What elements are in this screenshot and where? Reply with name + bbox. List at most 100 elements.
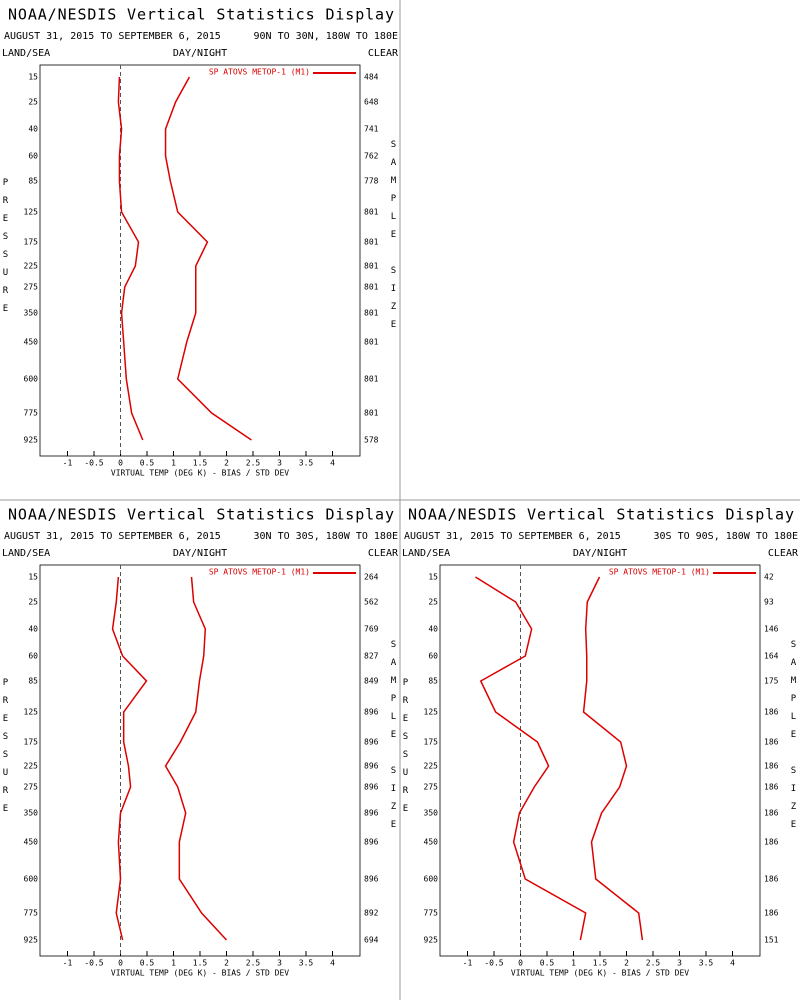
sample-size: 42 [764,573,774,582]
panel-title: NOAA/NESDIS Vertical Statistics Display [408,506,794,524]
panel: NOAA/NESDIS Vertical Statistics Display A… [1,506,399,978]
y-tick-label: 925 [424,936,439,945]
profile-line [111,576,148,941]
day-night: DAY/NIGHT [173,48,227,59]
sample-size: 896 [364,875,379,884]
date-range: AUGUST 31, 2015 TO SEPTEMBER 6, 2015 [4,31,221,42]
y-tick-label: 600 [424,875,439,884]
panel: NOAA/NESDIS Vertical Statistics Display A… [1,6,399,478]
sample-size: 741 [364,125,379,134]
x-tick-label: 3 [277,459,282,468]
sample-size: 896 [364,783,379,792]
y-tick-label: 15 [428,573,438,582]
y-tick-label: 85 [28,177,38,186]
sample-size: 146 [764,625,779,634]
x-tick-label: -1 [63,959,73,968]
panel: NOAA/NESDIS Vertical Statistics Display A… [401,506,799,978]
x-tick-label: 3.5 [299,959,314,968]
x-tick-label: 3 [277,959,282,968]
sample-size: 896 [364,809,379,818]
region: 30S TO 90S, 180W TO 180E [654,531,799,542]
profile-line [164,76,252,441]
legend-label: SP ATOVS METOP-1 (M1) [209,568,310,577]
x-tick-label: 0.5 [140,459,155,468]
x-tick-label: 1.5 [193,959,208,968]
panel-title: NOAA/NESDIS Vertical Statistics Display [8,506,394,524]
x-tick-label: 0 [518,959,523,968]
sample-size: 186 [764,909,779,918]
profile-line [164,576,228,941]
sample-size: 801 [364,283,379,292]
y-tick-label: 125 [24,708,39,717]
y-tick-label: 275 [424,783,439,792]
y-tick-label: 275 [24,283,39,292]
date-range: AUGUST 31, 2015 TO SEPTEMBER 6, 2015 [404,531,621,542]
region: 90N TO 30N, 180W TO 180E [254,31,399,42]
x-axis-label: VIRTUAL TEMP (DEG K) - BIAS / STD DEV [111,969,289,978]
land-sea: LAND/SEA [402,548,450,559]
sample-size: 801 [364,262,379,271]
sample-size: 769 [364,625,379,634]
y-tick-label: 350 [24,809,39,818]
x-tick-label: 4 [330,459,335,468]
day-night: DAY/NIGHT [573,548,627,559]
x-tick-label: 2.5 [646,959,661,968]
x-tick-label: 1 [571,959,576,968]
sample-size: 896 [364,708,379,717]
x-tick-label: -0.5 [484,959,503,968]
y-tick-label: 60 [28,652,38,661]
clear: CLEAR [368,48,399,59]
sample-size: 562 [364,598,379,607]
sample-size: 648 [364,98,379,107]
y-tick-label: 225 [24,262,39,271]
x-tick-label: 1.5 [593,959,608,968]
x-tick-label: 0.5 [540,959,555,968]
sample-size: 151 [764,936,779,945]
y-tick-label: 125 [424,708,439,717]
sample-size: 801 [364,208,379,217]
date-range: AUGUST 31, 2015 TO SEPTEMBER 6, 2015 [4,531,221,542]
sample-size: 801 [364,409,379,418]
sample-size: 892 [364,909,379,918]
sample-size: 801 [364,338,379,347]
sample-size: 93 [764,598,774,607]
y-tick-label: 60 [428,652,438,661]
x-tick-label: 2 [224,459,229,468]
x-tick-label: 3.5 [299,459,314,468]
y-tick-label: 25 [28,98,38,107]
x-tick-label: 3.5 [699,959,714,968]
x-tick-label: -1 [463,959,473,968]
y-tick-label: 600 [24,375,39,384]
y-tick-label: 40 [428,625,438,634]
y-tick-label: 40 [28,125,38,134]
sample-size: 849 [364,677,379,686]
y-tick-label: 775 [24,909,39,918]
y-tick-label: 350 [424,809,439,818]
sample-size: 801 [364,238,379,247]
panel-title: NOAA/NESDIS Vertical Statistics Display [8,6,394,24]
x-tick-label: 1.5 [193,459,208,468]
x-tick-label: 4 [730,959,735,968]
clear: CLEAR [368,548,399,559]
legend-label: SP ATOVS METOP-1 (M1) [609,568,710,577]
legend-label: SP ATOVS METOP-1 (M1) [209,68,310,77]
sample-size: 801 [364,375,379,384]
sample-size: 578 [364,436,379,445]
y-tick-label: 925 [24,436,39,445]
x-tick-label: 3 [677,959,682,968]
x-tick-label: -0.5 [84,959,103,968]
y-tick-label: 175 [424,738,439,747]
land-sea: LAND/SEA [2,48,50,59]
x-tick-label: 0.5 [140,959,155,968]
x-tick-label: -0.5 [84,459,103,468]
sample-size: 186 [764,809,779,818]
x-tick-label: 0 [118,959,123,968]
sample-size: 264 [364,573,379,582]
day-night: DAY/NIGHT [173,548,227,559]
y-axis-label: PRESSURE [1,178,11,322]
x-tick-label: 2 [624,959,629,968]
y-tick-label: 175 [24,738,39,747]
y-tick-label: 25 [28,598,38,607]
sample-size: 896 [364,838,379,847]
